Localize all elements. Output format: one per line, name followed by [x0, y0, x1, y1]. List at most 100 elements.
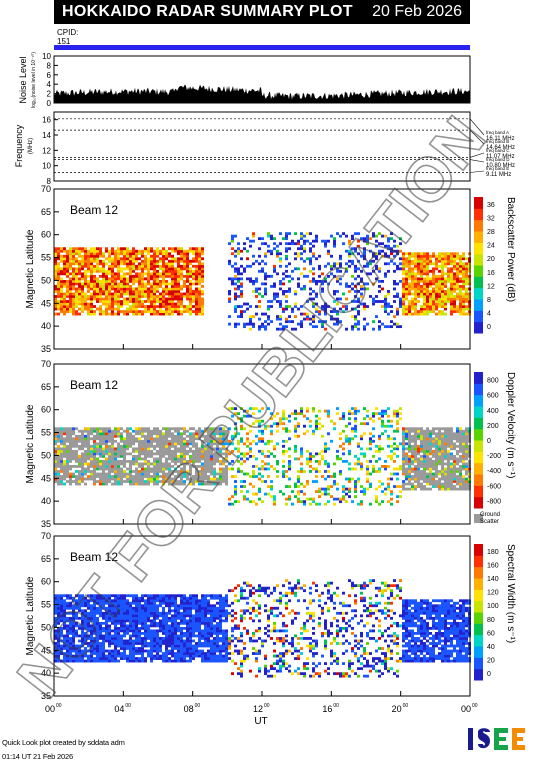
- rti-cell: [429, 467, 432, 471]
- freq-band-leader: [469, 170, 485, 173]
- rti-cell: [288, 465, 291, 468]
- rti-cell: [261, 259, 264, 263]
- rti-cell: [228, 300, 231, 303]
- rti-cell: [186, 279, 189, 283]
- rti-cell: [213, 437, 216, 441]
- rti-cell: [285, 307, 288, 311]
- rti-cell: [372, 254, 375, 258]
- rti-cell: [186, 272, 189, 276]
- rti-cell: [429, 269, 432, 273]
- rti-cell: [177, 475, 180, 478]
- rti-cell: [312, 252, 315, 256]
- rti-cell: [81, 657, 84, 660]
- rti-cell: [426, 465, 429, 468]
- rti-cell: [162, 287, 165, 291]
- rti-cell: [87, 295, 90, 298]
- rti-cell: [462, 279, 465, 283]
- rti-cell: [54, 427, 57, 431]
- rti-cell: [138, 472, 141, 476]
- rti-cell: [258, 424, 261, 428]
- rti-cell: [294, 302, 297, 306]
- rti-cell: [123, 249, 126, 253]
- rti-cell: [66, 594, 69, 598]
- rti-cell: [192, 297, 195, 301]
- rti-cell: [324, 462, 327, 466]
- rti-cell: [435, 279, 438, 283]
- rti-cell: [144, 434, 147, 438]
- rti-cell: [72, 649, 75, 653]
- rti-cell: [234, 434, 237, 438]
- rti-cell: [240, 452, 243, 456]
- rti-cell: [450, 257, 453, 261]
- rti-cell: [426, 287, 429, 291]
- rti-cell: [186, 274, 189, 278]
- rti-cell: [447, 290, 450, 293]
- rti-cell: [141, 475, 144, 478]
- rti-cell: [408, 302, 411, 306]
- rti-cell: [108, 465, 111, 468]
- rti-cell: [333, 244, 336, 248]
- rti-cell: [309, 242, 312, 246]
- rti-cell: [438, 449, 441, 453]
- rti-cell: [63, 465, 66, 468]
- rti-cell: [465, 429, 468, 433]
- rti-cell: [441, 482, 444, 486]
- rti-cell: [279, 257, 282, 261]
- rti-cell: [72, 659, 75, 663]
- rti-cell: [306, 407, 309, 411]
- rti-cell: [204, 434, 207, 438]
- rti-cell: [459, 264, 462, 268]
- rti-cell: [288, 429, 291, 433]
- rti-cell: [243, 452, 246, 456]
- rti-cell: [129, 267, 132, 271]
- rti-cell: [327, 409, 330, 413]
- rti-cell: [231, 282, 234, 286]
- rti-cell: [465, 467, 468, 471]
- rti-cell: [114, 290, 117, 293]
- rti-cell: [435, 312, 438, 316]
- rti-cell: [135, 279, 138, 283]
- rti-cell: [420, 457, 423, 461]
- rti-cell: [135, 307, 138, 311]
- rti-cell: [201, 290, 204, 293]
- rti-cell: [342, 414, 345, 418]
- rti-cell: [432, 462, 435, 466]
- rti-cell: [279, 264, 282, 268]
- rti-cell: [264, 262, 267, 266]
- rti-cell: [342, 242, 345, 246]
- rti-cell: [414, 452, 417, 456]
- rti-cell: [102, 480, 105, 483]
- rti-cell: [363, 325, 366, 329]
- rti-cell: [96, 300, 99, 303]
- rti-cell: [75, 274, 78, 278]
- rti-cell: [360, 277, 363, 281]
- rti-cell: [447, 439, 450, 443]
- rti-cell: [144, 439, 147, 443]
- rti-cell: [240, 285, 243, 288]
- rti-cell: [72, 654, 75, 658]
- rti-cell: [54, 264, 57, 268]
- rti-cell: [441, 269, 444, 273]
- rti-cell: [135, 267, 138, 271]
- rti-cell: [180, 439, 183, 443]
- rti-cell: [69, 472, 72, 476]
- rti-cell: [99, 259, 102, 263]
- rti-cell: [165, 297, 168, 301]
- rti-cell: [75, 470, 78, 473]
- rti-cell: [402, 279, 405, 283]
- rti-cell: [273, 454, 276, 458]
- rti-cell: [57, 277, 60, 281]
- rti-cell: [240, 305, 243, 308]
- rti-cell: [426, 277, 429, 281]
- rti-cell: [78, 604, 81, 608]
- rti-cell: [81, 247, 84, 251]
- rti-cell: [81, 619, 84, 623]
- rti-cell: [273, 285, 276, 288]
- rti-cell: [270, 300, 273, 303]
- rti-cell: [168, 297, 171, 301]
- rti-cell: [147, 295, 150, 298]
- rti-cell: [138, 442, 141, 446]
- rti-cell: [438, 274, 441, 278]
- rti-cell: [57, 647, 60, 650]
- rti-cell: [78, 307, 81, 311]
